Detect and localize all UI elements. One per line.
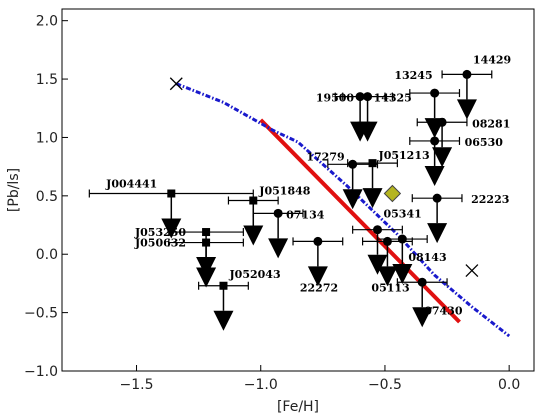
star-label-07430: 07430 [424,304,463,317]
data-point-circle [273,208,283,218]
data-point-circle [430,88,440,98]
star-label-08143: 08143 [408,251,446,264]
upper-limit-arrow [307,266,328,287]
model-line-red [259,118,461,324]
star-label-17279: 17279 [306,150,344,163]
x-axis: −1.5 −1.0 −0.5 0.0 [120,365,520,393]
upper-limit-arrow [456,99,477,120]
star-label-14429: 14429 [473,53,511,66]
y-tick-label: 1.0 [36,130,58,146]
data-point-circle [397,234,407,244]
data-point-diamond [383,184,402,203]
x-tick-label: −0.5 [368,377,402,393]
star-label-j004441: J004441 [105,178,157,191]
data-points [88,69,493,331]
data-point-cross [169,77,183,91]
upper-limit-arrow [367,254,388,275]
data-point-square [202,238,211,247]
data-point-circle [417,277,427,287]
y-tick-label: 0.0 [36,247,58,263]
star-label-05341: 05341 [383,208,421,221]
upper-limit-arrow [377,266,398,287]
star-label-j050632: J050632 [134,237,186,250]
star-label-08281: 08281 [472,117,510,130]
data-point-circle [313,236,323,246]
x-tick-label: 0.0 [498,377,520,393]
star-label-14325: 14325 [374,92,412,105]
y-tick-label: 2.0 [36,14,58,30]
data-point-cross [465,264,479,278]
upper-limit-arrow [432,147,453,168]
upper-limit-arrow [342,189,363,210]
data-point-square [368,159,377,168]
x-tick-label: −1.5 [120,377,154,393]
x-axis-title: [Fe/H] [277,399,319,415]
x-tick-label: −1.0 [244,377,278,393]
data-point-circle [437,117,447,127]
star-label-07134: 07134 [286,208,325,221]
data-point-circle [430,136,440,146]
star-label-j053250: J053250 [134,226,186,239]
upper-limit-arrow [412,307,433,328]
y-tick-label: 0.5 [36,189,58,205]
star-label-19500: 19500 [316,92,355,105]
data-point-square [249,196,258,205]
upper-limit-arrow [362,188,383,209]
upper-limit-arrow [213,310,234,331]
plot-frame [61,8,535,372]
star-label-05113: 05113 [371,281,409,294]
upper-limit-arrow [392,264,413,285]
data-point-square [167,189,176,198]
upper-limit-arrow [161,218,182,239]
plot-lines [175,82,511,338]
upper-limit-arrow [424,165,445,186]
upper-limit-arrow [196,267,217,288]
upper-limit-arrow [268,238,289,259]
data-point-square [202,228,211,237]
data-point-circle [348,159,358,169]
model-curve-dashdot [175,82,511,338]
data-point-circle [382,236,392,246]
star-label-22223: 22223 [471,193,509,206]
data-point-square [219,281,228,290]
y-tick-label: 1.5 [36,72,58,88]
star-label-j051848: J051848 [258,185,310,198]
y-axis: −1.0 −0.5 0.0 0.5 1.0 1.5 2.0 [24,14,68,380]
star-label-j051213: J051213 [378,149,430,162]
upper-limit-arrow [243,225,264,246]
star-labels: 14429 13245 19500 14325 08281 06530 17279 J0512… [105,53,511,317]
data-point-circle [363,92,373,102]
upper-limit-arrow [427,223,448,244]
star-label-22272: 22272 [300,281,338,294]
data-point-circle [372,225,382,235]
y-tick-label: −0.5 [24,306,58,322]
y-axis-title: [Pb/ls] [6,168,22,212]
upper-limit-arrow [357,121,378,142]
data-point-circle [432,193,442,203]
star-label-j052043: J052043 [228,268,280,281]
star-label-13245: 13245 [394,69,432,82]
star-label-06530: 06530 [465,136,504,149]
data-point-circle [462,69,472,79]
y-tick-label: −1.0 [24,364,58,380]
